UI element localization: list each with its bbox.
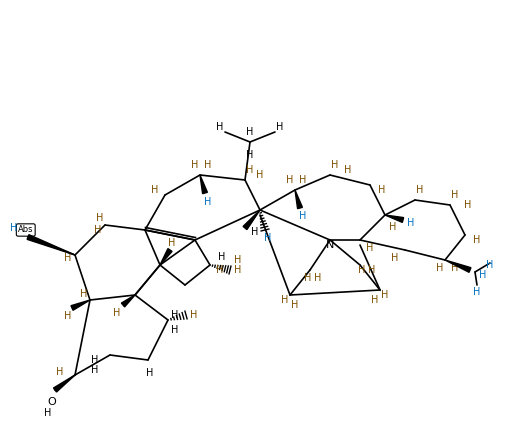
Polygon shape bbox=[71, 300, 90, 310]
Text: H: H bbox=[371, 295, 379, 305]
Text: H: H bbox=[486, 260, 494, 270]
Text: H: H bbox=[56, 367, 64, 377]
Text: H: H bbox=[151, 185, 159, 195]
Text: H: H bbox=[147, 368, 154, 378]
Text: H: H bbox=[64, 311, 71, 321]
Polygon shape bbox=[200, 175, 207, 194]
Text: H: H bbox=[292, 300, 299, 310]
Text: H: H bbox=[257, 170, 264, 180]
Text: H: H bbox=[191, 160, 199, 170]
Text: H: H bbox=[216, 122, 224, 132]
Text: H: H bbox=[416, 185, 424, 195]
Text: H: H bbox=[91, 355, 99, 365]
Text: H: H bbox=[251, 227, 259, 237]
Text: H: H bbox=[474, 235, 481, 245]
Polygon shape bbox=[160, 249, 172, 265]
Text: H: H bbox=[378, 185, 386, 195]
Text: H: H bbox=[331, 160, 339, 170]
Text: H: H bbox=[479, 270, 487, 280]
Polygon shape bbox=[243, 210, 260, 230]
Text: H: H bbox=[234, 255, 242, 265]
Text: H: H bbox=[286, 175, 294, 185]
Text: H: H bbox=[10, 223, 18, 233]
Text: H: H bbox=[367, 243, 374, 253]
Text: H: H bbox=[344, 165, 352, 175]
Text: H: H bbox=[281, 295, 288, 305]
Text: H: H bbox=[304, 273, 312, 283]
Text: H: H bbox=[276, 122, 284, 132]
Text: H: H bbox=[171, 310, 178, 320]
Text: H: H bbox=[389, 222, 396, 232]
Text: H: H bbox=[246, 127, 254, 137]
Text: H: H bbox=[113, 308, 121, 318]
Text: H: H bbox=[474, 287, 481, 297]
Polygon shape bbox=[121, 295, 135, 307]
Text: H: H bbox=[204, 197, 212, 207]
Text: H: H bbox=[44, 408, 52, 418]
Text: H: H bbox=[246, 165, 254, 175]
Text: H: H bbox=[451, 190, 459, 200]
Text: H: H bbox=[216, 265, 224, 275]
Text: N: N bbox=[326, 240, 334, 250]
Text: O: O bbox=[48, 397, 56, 407]
Text: H: H bbox=[437, 263, 444, 273]
Text: H: H bbox=[64, 253, 71, 263]
Text: H: H bbox=[299, 211, 307, 221]
Text: H: H bbox=[91, 365, 99, 375]
Text: H: H bbox=[358, 265, 366, 275]
Text: H: H bbox=[96, 213, 104, 223]
Polygon shape bbox=[27, 235, 75, 255]
Text: H: H bbox=[368, 265, 376, 275]
Polygon shape bbox=[385, 215, 404, 222]
Text: H: H bbox=[264, 233, 272, 243]
Polygon shape bbox=[54, 375, 75, 392]
Text: H: H bbox=[171, 325, 178, 335]
Text: H: H bbox=[234, 265, 242, 275]
Text: H: H bbox=[168, 238, 176, 248]
Text: H: H bbox=[451, 263, 459, 273]
Text: Abs: Abs bbox=[18, 225, 33, 234]
Text: H: H bbox=[190, 310, 198, 320]
Text: H: H bbox=[219, 252, 226, 262]
Text: H: H bbox=[314, 273, 321, 283]
Text: H: H bbox=[94, 225, 102, 235]
Polygon shape bbox=[295, 190, 302, 209]
Text: H: H bbox=[381, 290, 389, 300]
Text: H: H bbox=[299, 175, 307, 185]
Polygon shape bbox=[445, 260, 471, 272]
Text: H: H bbox=[391, 253, 399, 263]
Text: H: H bbox=[464, 200, 472, 210]
Text: H: H bbox=[204, 160, 212, 170]
Text: H: H bbox=[407, 218, 415, 228]
Text: H: H bbox=[80, 289, 88, 299]
Text: H: H bbox=[246, 150, 254, 160]
